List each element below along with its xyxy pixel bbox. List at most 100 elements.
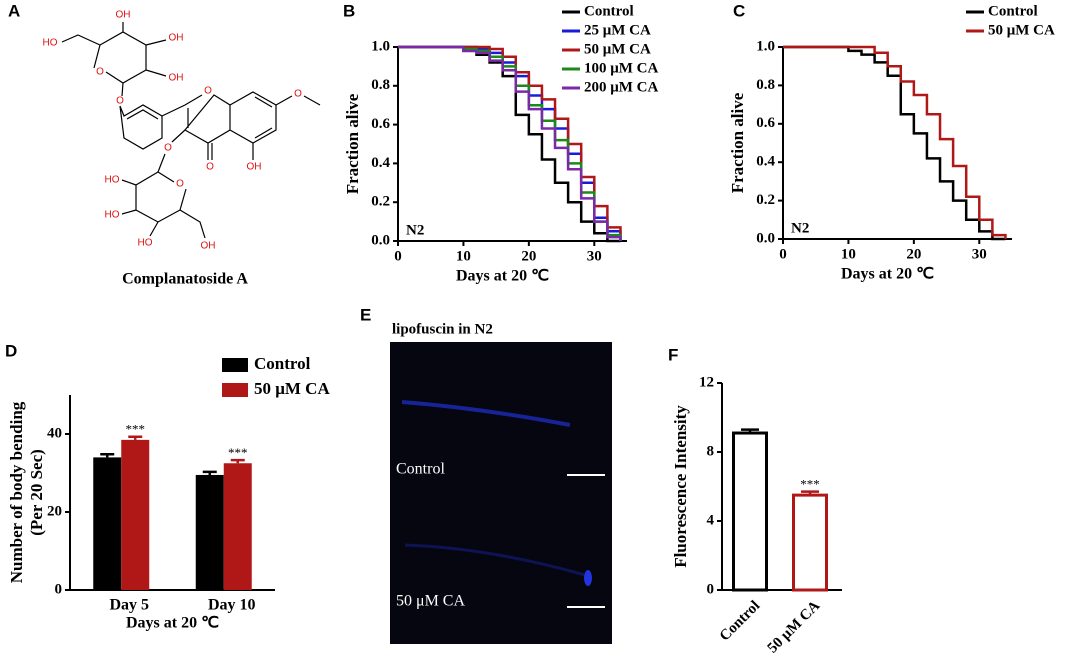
legend-label: 50 μM CA — [584, 41, 651, 57]
image-background — [390, 342, 612, 644]
y-tick-label: 8 — [707, 443, 715, 459]
y-tick-label: 1.0 — [371, 38, 390, 54]
x-axis-label: Days at 20 ℃ — [456, 268, 549, 285]
bonds — [61, 22, 321, 239]
image-label: 50 μM CA — [396, 593, 465, 610]
survival-curve — [783, 45, 1007, 239]
y-tick-label: 0.4 — [371, 155, 390, 171]
compound-name: Complanatoside A — [122, 271, 248, 288]
x-axis-label: Days at 20 ℃ — [841, 266, 934, 283]
y-tick-label: 0 — [707, 581, 715, 597]
y-tick-label: 0.0 — [756, 230, 775, 246]
molecule: OH OH OH HO O O O O O OH O O HO HO HO OH… — [43, 10, 321, 288]
error-bar — [801, 490, 819, 496]
x-tick-label: Day 10 — [208, 597, 256, 614]
worm — [401, 400, 571, 427]
atom-label: O — [164, 143, 172, 154]
legend-label: 50 μM CA — [988, 22, 1055, 38]
error-bar — [741, 428, 759, 434]
y-tick-label: 0.6 — [756, 115, 775, 131]
bar — [93, 457, 122, 590]
x-tick-label: 20 — [521, 248, 536, 264]
atom-label: O — [206, 162, 214, 173]
y-axis-label: Number of body bending — [7, 401, 26, 583]
worm — [404, 543, 586, 577]
bar — [195, 474, 224, 590]
y-tick-label: 1.0 — [756, 38, 775, 54]
atom-label: O — [96, 67, 104, 78]
bar — [223, 463, 252, 590]
x-tick-label: 0 — [779, 246, 787, 262]
significance: *** — [228, 445, 248, 460]
error-bar — [230, 458, 245, 464]
significance: *** — [800, 477, 820, 492]
y-axis-label: (Per 20 Sec) — [27, 449, 46, 536]
x-tick-label: Day 5 — [109, 597, 149, 614]
error-bar — [128, 435, 143, 440]
atom-label: HO — [105, 210, 120, 221]
legend-swatch — [222, 383, 248, 397]
legend-label: 50 μM CA — [254, 379, 330, 398]
y-tick-label: 4 — [707, 512, 715, 528]
legend-label: 200 μM CA — [584, 79, 658, 95]
atom-label: HO — [43, 38, 58, 49]
annotation: N2 — [406, 222, 424, 238]
y-tick-label: 0 — [55, 581, 63, 597]
y-tick-label: 0.2 — [756, 192, 775, 208]
bar — [732, 431, 768, 592]
y-axis-label: Fraction alive — [343, 93, 362, 194]
error-bar — [100, 453, 115, 458]
error-bar — [202, 470, 217, 475]
y-tick-label: 20 — [47, 503, 62, 519]
panel-label: F — [668, 345, 678, 364]
bar — [792, 493, 828, 592]
y-tick-label: 12 — [699, 374, 714, 390]
x-tick-label: 50 μM CA — [765, 598, 824, 657]
atom-label: HO — [105, 175, 120, 186]
panel-label: A — [8, 1, 20, 20]
legend-label: 100 μM CA — [584, 60, 658, 76]
x-tick-label: 30 — [587, 248, 602, 264]
x-tick-label: Control — [717, 598, 763, 644]
worm-signal — [584, 570, 592, 586]
legend-label: Control — [254, 354, 311, 373]
x-tick-label: 10 — [456, 248, 471, 264]
legend-label: Control — [988, 3, 1038, 19]
y-tick-label: 0.6 — [371, 116, 390, 132]
y-tick-label: 0.2 — [371, 194, 390, 210]
annotation: N2 — [791, 220, 809, 236]
atom-label: O — [294, 89, 302, 100]
y-axis-label: Fluorescence Intensity — [671, 405, 690, 568]
legend-swatch — [222, 358, 248, 372]
atom-label: OH — [116, 10, 131, 21]
y-tick-label: 40 — [47, 425, 62, 441]
image-title: lipofuscin in N2 — [392, 321, 493, 337]
y-tick-label: 0.8 — [371, 77, 390, 93]
atom-label: OH — [169, 73, 184, 84]
y-axis-label: Fraction alive — [728, 92, 747, 193]
survival-curve — [398, 45, 622, 241]
x-tick-label: 0 — [394, 248, 402, 264]
panel-label: C — [733, 1, 745, 20]
y-tick-label: 0.8 — [756, 77, 775, 93]
legend-label: Control — [584, 3, 634, 19]
atom-label: OH — [247, 162, 262, 173]
image-label: Control — [396, 461, 445, 478]
atom-label: OH — [201, 241, 216, 252]
atom-label: O — [116, 96, 124, 107]
panel-label: E — [360, 305, 371, 324]
y-tick-label: 0.4 — [756, 154, 775, 170]
atom-label: O — [204, 86, 212, 97]
atom-label: OH — [169, 33, 184, 44]
atom-label: O — [176, 179, 184, 190]
x-axis-label: Days at 20 ℃ — [126, 615, 219, 632]
x-tick-label: 30 — [972, 246, 987, 262]
x-tick-label: 10 — [841, 246, 856, 262]
bar — [121, 439, 150, 590]
y-tick-label: 0.0 — [371, 232, 390, 248]
atom-label: HO — [138, 238, 153, 249]
legend-label: 25 μM CA — [584, 22, 651, 38]
panel-label: B — [343, 1, 355, 20]
x-tick-label: 20 — [906, 246, 921, 262]
